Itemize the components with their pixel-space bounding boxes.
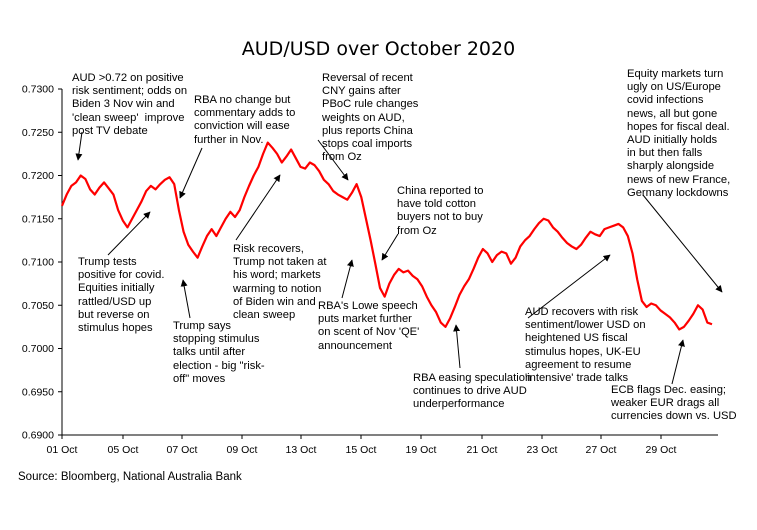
y-tick-label: 0.6950: [22, 386, 54, 398]
annotation-aud-recovers: AUD recovers with risk sentiment/lower U…: [525, 306, 646, 385]
annotation-aud-above-072: AUD >0.72 on positive risk sentiment; od…: [72, 72, 188, 137]
x-tick-label: 15 Oct: [346, 444, 377, 456]
annotation-arrow: [317, 139, 349, 181]
annotation-trump-stimulus: Trump says stopping stimulus talks until…: [173, 320, 265, 385]
annotation-cny-reversal: Reversal of recent CNY gains after PBoC …: [322, 72, 419, 164]
annotation-rba-easing: RBA easing speculation continues to driv…: [413, 372, 532, 411]
annotation-risk-recovers: Risk recovers, Trump not taken at his wo…: [233, 243, 327, 322]
annotation-arrow: [642, 194, 723, 293]
y-tick-label: 0.7250: [22, 127, 54, 139]
x-tick-label: 29 Oct: [646, 444, 677, 456]
annotation-arrows: [75, 131, 723, 385]
axes: 0.7300 0.7250 0.7200 0.7150 0.7100 0.7050 0.70…: [22, 84, 718, 456]
x-tick-label: 01 Oct: [47, 444, 78, 456]
annotation-arrow: [341, 259, 354, 299]
annotation-arrow: [179, 147, 203, 199]
y-tick-label: 0.6900: [22, 430, 54, 442]
aud-usd-line: [60, 141, 713, 331]
annotation-ecb-easing: ECB flags Dec. easing; weaker EUR drags …: [611, 384, 737, 423]
annotation-arrow: [107, 211, 151, 256]
y-tick-label: 0.7100: [22, 257, 54, 269]
annotation-arrow: [381, 233, 399, 261]
annotation-arrow: [671, 339, 685, 385]
y-tick-label: 0.7200: [22, 170, 54, 182]
chart-title: AUD/USD over October 2020: [241, 38, 516, 60]
annotation-arrow: [453, 324, 461, 369]
x-tick-label: 05 Oct: [108, 444, 139, 456]
annotation-lowe-speech: RBA's Lowe speech puts market further on…: [318, 300, 420, 352]
annotation-arrow: [527, 254, 611, 319]
annotation-china-cotton: China reported to have told cotton buyer…: [397, 185, 484, 237]
x-tick-label: 21 Oct: [467, 444, 498, 456]
x-tick-label: 27 Oct: [586, 444, 617, 456]
annotation-equity-ugly: Equity markets turn ugly on US/Europe co…: [627, 68, 731, 199]
x-tick-label: 07 Oct: [167, 444, 198, 456]
y-tick-label: 0.7050: [22, 300, 54, 312]
x-tick-label: 23 Oct: [527, 444, 558, 456]
annotation-arrow: [235, 174, 281, 241]
y-tick-label: 0.7150: [22, 213, 54, 225]
y-tick-label: 0.7000: [22, 343, 54, 355]
annotation-rba-no-change: RBA no change but commentary adds to con…: [194, 94, 296, 146]
series-layer: [60, 141, 713, 331]
x-tick-label: 19 Oct: [406, 444, 437, 456]
annotation-arrow: [75, 131, 83, 161]
x-tick-label: 09 Oct: [227, 444, 258, 456]
source-note: Source: Bloomberg, National Australia Ba…: [18, 471, 242, 483]
annotation-trump-covid: Trump tests positive for covid. Equities…: [78, 256, 165, 335]
y-tick-label: 0.7300: [22, 84, 54, 96]
annotation-arrow: [180, 279, 191, 319]
x-tick-label: 13 Oct: [286, 444, 317, 456]
